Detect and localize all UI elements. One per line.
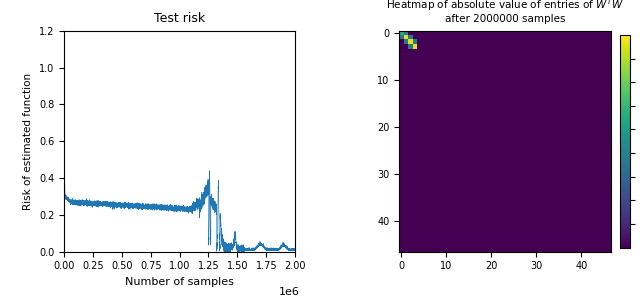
Text: 1e6: 1e6 <box>279 287 300 297</box>
Title: Test risk: Test risk <box>154 12 205 25</box>
Y-axis label: Risk of estimated function: Risk of estimated function <box>23 73 33 210</box>
Title: Heatmap of absolute value of entries of $W^TW$
after 2000000 samples: Heatmap of absolute value of entries of … <box>386 0 624 24</box>
X-axis label: Number of samples: Number of samples <box>125 277 234 287</box>
